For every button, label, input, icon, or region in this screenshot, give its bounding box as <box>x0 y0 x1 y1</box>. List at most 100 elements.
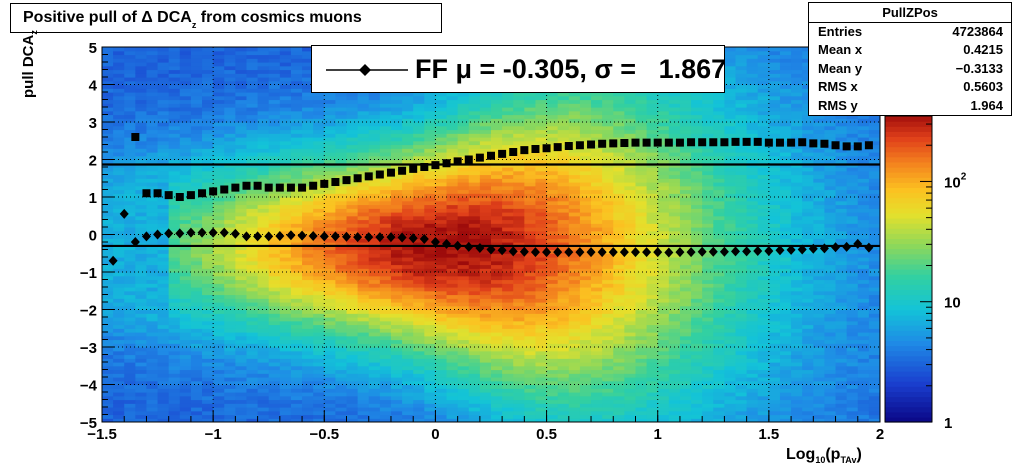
heatmap-cell <box>513 305 525 311</box>
heatmap-cell <box>368 358 381 363</box>
heatmap-cell <box>113 107 125 112</box>
heatmap-cell <box>179 107 192 112</box>
heatmap-cell <box>535 377 548 382</box>
heatmap-cell <box>146 395 159 401</box>
heatmap-cell <box>535 339 548 344</box>
heatmap-cell <box>413 377 425 382</box>
heatmap-cell <box>646 407 659 412</box>
heatmap-cell <box>257 302 270 307</box>
heatmap-cell <box>202 377 214 382</box>
heatmap-cell <box>513 264 525 269</box>
heatmap-cell <box>557 133 570 138</box>
heatmap-cell <box>613 403 625 408</box>
heatmap-cell <box>190 238 203 243</box>
heatmap-cell <box>213 339 225 344</box>
heatmap-cell <box>402 328 414 333</box>
heatmap-cell <box>613 182 625 187</box>
heatmap-cell <box>168 77 181 82</box>
heatmap-cell <box>157 350 170 356</box>
heatmap-cell <box>290 155 303 161</box>
heatmap-cell <box>635 148 648 153</box>
heatmap-cell <box>102 279 114 284</box>
heatmap-cell <box>224 137 236 142</box>
heatmap-cell <box>479 298 492 303</box>
heatmap-cell <box>579 242 592 247</box>
heatmap-cell <box>379 343 392 348</box>
heatmap-cell <box>146 148 159 153</box>
heatmap-cell <box>613 272 625 277</box>
heatmap-cell <box>579 294 592 299</box>
heatmap-cell <box>491 212 503 217</box>
heatmap-cell <box>635 365 648 371</box>
heatmap-cell <box>390 305 403 311</box>
heatmap-cell <box>446 137 459 142</box>
heatmap-cell <box>102 294 114 299</box>
heatmap-cell <box>646 208 659 213</box>
heatmap-cell <box>168 208 181 213</box>
heatmap-cell <box>313 227 325 232</box>
heatmap-cell <box>224 358 236 363</box>
heatmap-cell <box>246 260 259 266</box>
heatmap-cell <box>613 249 625 254</box>
heatmap-cell <box>324 227 336 232</box>
heatmap-cell <box>546 208 559 213</box>
heatmap-cell <box>591 392 603 397</box>
heatmap-cell <box>257 182 270 187</box>
heatmap-cell <box>102 275 114 281</box>
heatmap-cell <box>468 350 481 356</box>
heatmap-cell <box>446 287 459 292</box>
heatmap-cell <box>491 215 503 221</box>
heatmap-cell <box>502 118 514 123</box>
heatmap-cell <box>213 122 225 127</box>
heatmap-cell <box>346 418 359 422</box>
heatmap-cell <box>479 317 492 322</box>
heatmap-cell <box>302 125 314 131</box>
heatmap-cell <box>257 238 270 243</box>
heatmap-cell <box>646 152 659 157</box>
heatmap-cell <box>335 343 348 348</box>
heatmap-cell <box>546 373 559 378</box>
heatmap-cell <box>535 103 548 108</box>
heatmap-cell <box>579 122 592 127</box>
heatmap-cell <box>102 182 114 187</box>
heatmap-cell <box>413 257 425 262</box>
heatmap-cell <box>335 392 348 397</box>
heatmap-cell <box>190 369 203 374</box>
heatmap-cell <box>102 309 114 314</box>
heatmap-cell <box>413 272 425 277</box>
heatmap-cell <box>602 414 614 419</box>
heatmap-cell <box>357 317 370 322</box>
heatmap-cell <box>290 369 303 374</box>
heatmap-cell <box>468 182 481 187</box>
heatmap-cell <box>424 272 437 277</box>
heatmap-cell <box>524 339 537 344</box>
heatmap-cell <box>502 320 514 326</box>
heatmap-cell <box>646 170 659 176</box>
heatmap-cell <box>424 133 437 138</box>
heatmap-cell <box>579 215 592 221</box>
heatmap-cell <box>646 234 659 239</box>
heatmap-cell <box>224 182 236 187</box>
heatmap-cell <box>124 343 136 348</box>
heatmap-cell <box>546 148 559 153</box>
heatmap-cell <box>268 362 281 367</box>
heatmap-cell <box>268 208 281 213</box>
heatmap-cell <box>179 339 192 344</box>
heatmap-cell <box>346 125 359 131</box>
heatmap-cell <box>368 137 381 142</box>
heatmap-cell <box>646 212 659 217</box>
heatmap-cell <box>435 335 448 341</box>
heatmap-cell <box>102 260 114 266</box>
heatmap-cell <box>290 324 303 329</box>
heatmap-cell <box>535 200 548 206</box>
heatmap-cell <box>157 275 170 281</box>
heatmap-cell <box>113 230 125 236</box>
heatmap-cell <box>435 388 448 393</box>
heatmap-cell <box>524 215 537 221</box>
heatmap-cell <box>302 167 314 172</box>
heatmap-cell <box>591 170 603 176</box>
heatmap-cell <box>202 290 214 296</box>
heatmap-cell <box>402 392 414 397</box>
heatmap-cell <box>257 324 270 329</box>
heatmap-cell <box>324 399 336 404</box>
